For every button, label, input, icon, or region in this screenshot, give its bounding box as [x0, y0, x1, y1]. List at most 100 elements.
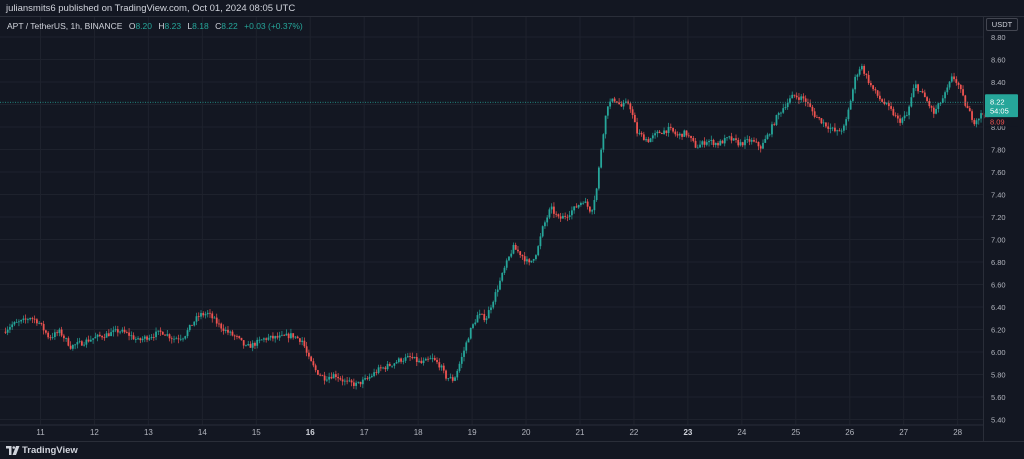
candle [867, 70, 870, 85]
candle [128, 328, 130, 341]
candle [211, 311, 214, 323]
candle [777, 111, 780, 120]
tradingview-logo-icon[interactable] [6, 446, 20, 455]
y-tick-label: 5.40 [991, 416, 1006, 425]
candle [645, 136, 647, 143]
candle [343, 378, 346, 386]
x-tick-label: 22 [629, 428, 638, 437]
candle [125, 330, 128, 334]
candle [139, 337, 142, 344]
candle [236, 334, 238, 340]
candle [251, 340, 254, 352]
candle [499, 277, 501, 291]
candle [325, 376, 328, 382]
candle [458, 361, 461, 373]
candle [467, 337, 470, 343]
candle [182, 337, 184, 342]
candle [508, 256, 510, 262]
candle [202, 311, 205, 318]
candle [674, 129, 677, 137]
candle [676, 131, 679, 138]
tradingview-brand[interactable]: TradingView [22, 445, 78, 456]
candle [609, 98, 612, 110]
y-tick-label: 8.80 [991, 33, 1006, 42]
candlestick-chart[interactable]: 5.40 5.60 5.80 6.00 6.20 6.40 6.60 6.80 7.00 7.20… [0, 17, 1024, 441]
x-tick-label: 18 [414, 428, 423, 437]
candle [825, 122, 827, 129]
candle [696, 144, 699, 149]
candle [903, 111, 906, 121]
candle [719, 139, 722, 146]
candle [11, 321, 14, 330]
candle [18, 319, 20, 327]
candle [150, 334, 153, 340]
candle [80, 340, 83, 346]
candle [456, 368, 459, 381]
candle [660, 132, 663, 135]
candle [962, 85, 964, 97]
candle [29, 317, 32, 321]
price-chart[interactable]: 5.40 5.60 5.80 6.00 6.20 6.40 6.60 6.80 7.00 7.20… [0, 17, 1024, 441]
candle [919, 90, 922, 92]
time-axis[interactable]: 11 12 13 14 15 16 17 18 19 20 21 22 23 24 25 26 27 28 [0, 424, 983, 437]
candle [539, 233, 542, 250]
candle [319, 373, 322, 377]
candle [276, 332, 279, 340]
candle [20, 319, 23, 324]
candle [638, 129, 641, 136]
candle [346, 377, 349, 385]
legend-close-key: C [215, 21, 222, 31]
candle [130, 331, 133, 340]
candle [296, 335, 299, 339]
candle [103, 333, 106, 341]
candle [395, 359, 398, 364]
candle [708, 139, 710, 147]
candle [786, 98, 789, 110]
candle [838, 128, 841, 132]
candle [27, 317, 29, 324]
candle [735, 134, 737, 143]
candle [672, 127, 674, 134]
candle [166, 329, 169, 337]
candle [249, 341, 252, 348]
candle [526, 256, 528, 265]
candle [782, 103, 785, 114]
footer-bar: TradingView [0, 441, 1024, 459]
candle [789, 95, 791, 105]
x-tick-label: 14 [198, 428, 207, 437]
candle [953, 72, 955, 82]
x-tick-label: 20 [522, 428, 531, 437]
currency-button[interactable]: USDT [986, 18, 1018, 31]
candle [427, 356, 429, 362]
candle [188, 324, 191, 333]
candle [62, 333, 65, 342]
candle [575, 203, 578, 208]
candle [764, 135, 767, 143]
candle [568, 210, 571, 220]
candle [285, 329, 288, 336]
price-axis[interactable]: 5.40 5.60 5.80 6.00 6.20 6.40 6.60 6.80 7.00 7.20… [983, 17, 1019, 441]
x-tick-label: 28 [953, 428, 962, 437]
candle [977, 118, 980, 125]
y-tick-label: 7.20 [991, 213, 1006, 222]
candle [748, 136, 751, 146]
candle [463, 346, 465, 362]
candle [206, 310, 209, 318]
candle [921, 88, 924, 94]
candle [49, 334, 52, 341]
candle [854, 74, 857, 94]
candle [820, 117, 823, 125]
candle [928, 98, 931, 109]
candle [175, 336, 178, 340]
candle [47, 331, 50, 340]
candle [191, 324, 193, 326]
candle [912, 84, 915, 98]
legend-change: +0.03 (+0.37%) [244, 21, 303, 31]
candle [935, 105, 937, 115]
candle [519, 250, 522, 258]
candle [705, 139, 708, 147]
candle [775, 114, 778, 126]
candle [272, 332, 274, 342]
candle [681, 133, 683, 140]
